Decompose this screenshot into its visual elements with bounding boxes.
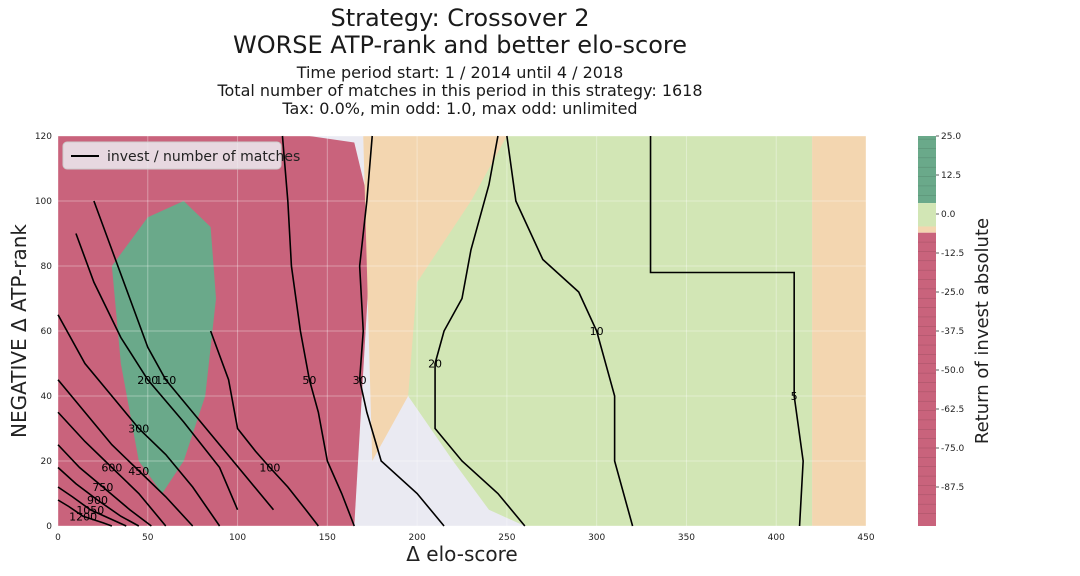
colorbar-tick-label: -25.0 xyxy=(941,288,965,298)
y-tick-0: 0 xyxy=(46,522,52,532)
contour-line-300 xyxy=(57,314,221,527)
contour-line-100 xyxy=(209,330,319,527)
x-tick-0: 0 xyxy=(55,533,61,543)
colorbar-tick-label: -75.0 xyxy=(941,444,965,454)
y-axis-label: NEGATIVE Δ ATP-rank xyxy=(7,224,31,438)
contour-line-150 xyxy=(93,200,275,511)
contour-label-450: 450 xyxy=(128,465,149,478)
contour-label-1050: 1050 xyxy=(76,504,104,517)
contour-label-20: 20 xyxy=(428,358,442,371)
region-1 xyxy=(111,201,217,494)
y-tick-20: 20 xyxy=(41,457,53,467)
y-axis-ticks: 0 20 40 60 80 100 120 xyxy=(35,132,52,532)
y-tick-40: 40 xyxy=(41,392,53,402)
contour-line-450 xyxy=(57,379,194,527)
subtitle-line-1: Time period start: 1 / 2014 until 4 / 20… xyxy=(296,63,624,82)
colorbar-ticks: 25.0 12.5 0.0 -12.5 -25.0 -37.5 -50.0 -62.5 -75.… xyxy=(936,132,965,493)
chart-title: Strategy: Crossover 2 xyxy=(330,4,590,32)
contour-line-30 xyxy=(358,135,445,527)
colorbar xyxy=(918,136,936,526)
contour-line-600 xyxy=(57,411,167,527)
contour-line-750 xyxy=(57,444,152,527)
colorbar-tick-label: -87.5 xyxy=(941,483,964,493)
y-tick-80: 80 xyxy=(41,262,53,272)
colorbar-tick-label: -62.5 xyxy=(941,405,964,415)
colorbar-slight-negative xyxy=(918,226,936,233)
colorbar-zero xyxy=(918,203,936,227)
contour-label-200: 200 xyxy=(137,374,158,387)
colorbar-negative xyxy=(918,232,936,526)
x-axis-label: Δ elo-score xyxy=(406,542,517,566)
colorbar-tick-label: -50.0 xyxy=(941,366,965,376)
legend: invest / number of matches xyxy=(62,141,300,170)
filled-regions xyxy=(58,136,866,526)
x-tick-400: 400 xyxy=(768,533,785,543)
contour-line-1200 xyxy=(57,499,113,527)
region-4 xyxy=(812,136,866,526)
colorbar-tick-label: 12.5 xyxy=(941,171,961,181)
y-tick-100: 100 xyxy=(35,197,52,207)
colorbar-tick-label: -12.5 xyxy=(941,249,964,259)
colorbar-tick-label: 25.0 xyxy=(941,132,961,142)
contour-label-5: 5 xyxy=(791,390,798,403)
x-tick-100: 100 xyxy=(229,533,246,543)
contour-label-1200: 1200 xyxy=(69,510,97,523)
contour-label-900: 900 xyxy=(87,494,108,507)
contour-line-5 xyxy=(649,136,804,527)
contour-label-300: 300 xyxy=(128,423,149,436)
contour-label-100: 100 xyxy=(259,462,280,475)
x-tick-450: 450 xyxy=(857,533,874,543)
chart-title-line2: WORSE ATP-rank and better elo-score xyxy=(232,31,688,59)
contour-label-30: 30 xyxy=(353,374,367,387)
subtitle-line-2: Total number of matches in this period i… xyxy=(217,81,703,100)
contour-line-20 xyxy=(434,135,526,527)
x-tick-200: 200 xyxy=(409,533,426,543)
y-tick-60: 60 xyxy=(41,327,53,337)
region-3 xyxy=(408,136,813,526)
x-tick-50: 50 xyxy=(142,533,154,543)
colorbar-tick-label: -37.5 xyxy=(941,327,964,337)
contour-line-50 xyxy=(281,135,356,527)
x-tick-250: 250 xyxy=(498,533,515,543)
legend-box xyxy=(62,141,282,170)
contour-line-900 xyxy=(57,466,140,527)
colorbar-tick-label: 0.0 xyxy=(941,210,956,220)
colorbar-positive xyxy=(918,136,936,204)
contour-label-50: 50 xyxy=(302,374,316,387)
x-axis-ticks: 0 50 100 150 200 250 300 350 400 450 xyxy=(55,533,875,543)
contour-label-600: 600 xyxy=(101,462,122,475)
y-tick-120: 120 xyxy=(35,132,52,142)
contour-label-750: 750 xyxy=(92,481,113,494)
x-tick-300: 300 xyxy=(588,533,605,543)
subtitle-line-3: Tax: 0.0%, min odd: 1.0, max odd: unlimi… xyxy=(282,99,638,118)
x-tick-150: 150 xyxy=(319,533,336,543)
contour-line-200 xyxy=(75,233,239,511)
colorbar-label: Return of invest absolute xyxy=(972,218,993,444)
contour-line-10 xyxy=(506,135,634,527)
legend-entry: invest / number of matches xyxy=(107,149,300,165)
x-tick-350: 350 xyxy=(678,533,695,543)
contour-label-10: 10 xyxy=(590,325,604,338)
contour-label-150: 150 xyxy=(155,374,176,387)
contour-line-1050 xyxy=(57,486,127,527)
